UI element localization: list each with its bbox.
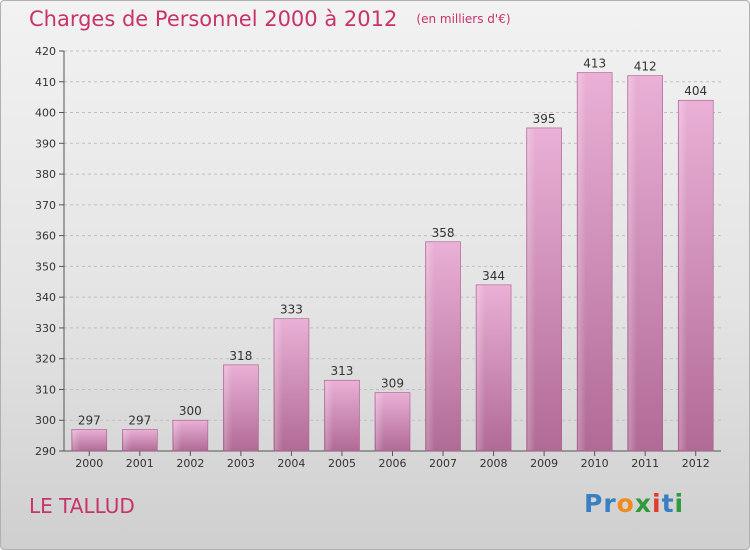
x-tick-label: 2008 bbox=[480, 457, 508, 470]
data-label: 404 bbox=[684, 84, 707, 98]
y-tick-label: 370 bbox=[35, 199, 56, 212]
x-tick-label: 2010 bbox=[581, 457, 609, 470]
title-row: Charges de Personnel 2000 à 2012 (en mil… bbox=[29, 7, 511, 31]
x-tick-label: 2006 bbox=[379, 457, 407, 470]
y-tick-label: 410 bbox=[35, 76, 56, 89]
y-tick-label: 330 bbox=[35, 322, 56, 335]
bar-highlight bbox=[527, 128, 536, 450]
data-label: 412 bbox=[634, 60, 657, 74]
data-label: 300 bbox=[179, 404, 202, 418]
logo-letter: o bbox=[616, 489, 635, 518]
y-tick-label: 310 bbox=[35, 383, 56, 396]
proxiti-logo: Proxiti bbox=[584, 489, 684, 518]
data-label: 333 bbox=[280, 303, 303, 317]
x-tick-label: 2002 bbox=[176, 457, 204, 470]
bar-highlight bbox=[477, 285, 486, 450]
data-label: 413 bbox=[583, 57, 606, 71]
bar-highlight bbox=[426, 242, 435, 450]
bar-highlight bbox=[679, 101, 688, 450]
logo-letter: x bbox=[634, 489, 652, 518]
x-tick-label: 2009 bbox=[530, 457, 558, 470]
gridlines bbox=[64, 50, 721, 452]
y-tick-label: 380 bbox=[35, 168, 56, 181]
commune-name: LE TALLUD bbox=[29, 494, 135, 518]
x-tick-label: 2005 bbox=[328, 457, 356, 470]
logo-letter: t bbox=[661, 489, 675, 518]
y-tick-label: 420 bbox=[35, 45, 56, 58]
chart-title: Charges de Personnel 2000 à 2012 bbox=[29, 7, 398, 31]
data-label: 395 bbox=[533, 112, 556, 126]
bar-highlight bbox=[173, 421, 182, 450]
x-tick-label: 2000 bbox=[75, 457, 103, 470]
data-label: 344 bbox=[482, 269, 505, 283]
bar-highlight bbox=[123, 430, 132, 450]
bar-highlight bbox=[274, 319, 283, 450]
y-tick-label: 340 bbox=[35, 291, 56, 304]
bar-highlight bbox=[376, 393, 384, 450]
x-tick-label: 2003 bbox=[227, 457, 255, 470]
y-tick-label: 390 bbox=[35, 137, 56, 150]
chart-subtitle: (en milliers d'€) bbox=[416, 12, 511, 26]
x-tick-label: 2011 bbox=[631, 457, 659, 470]
data-label: 297 bbox=[78, 413, 101, 427]
x-tick-label: 2001 bbox=[126, 457, 154, 470]
bar-highlight bbox=[224, 365, 233, 450]
logo-letter: P bbox=[584, 489, 604, 518]
data-label: 318 bbox=[229, 349, 252, 363]
y-tick-label: 360 bbox=[35, 230, 56, 243]
labels: 290 300 310 320 330 340 350 360 370 380 390 400 410 4… bbox=[35, 45, 710, 470]
y-tick-label: 400 bbox=[35, 107, 56, 120]
y-tick-label: 290 bbox=[35, 445, 56, 458]
data-label: 313 bbox=[331, 364, 354, 378]
x-tick-label: 2012 bbox=[682, 457, 710, 470]
x-tick-label: 2004 bbox=[277, 457, 305, 470]
y-tick-label: 320 bbox=[35, 353, 56, 366]
bar-highlight bbox=[578, 73, 587, 451]
y-tick-label: 300 bbox=[35, 414, 56, 427]
bars bbox=[71, 72, 714, 452]
logo-letter: i bbox=[674, 489, 685, 518]
logo-letter: r bbox=[603, 489, 617, 518]
bar-highlight bbox=[628, 76, 637, 450]
logo-letter: i bbox=[652, 489, 662, 518]
data-label: 297 bbox=[128, 413, 151, 427]
y-tick-label: 350 bbox=[35, 260, 56, 273]
bar-highlight bbox=[72, 430, 81, 450]
data-label: 358 bbox=[432, 226, 455, 240]
bar-highlight bbox=[325, 381, 334, 450]
x-tick-label: 2007 bbox=[429, 457, 457, 470]
data-label: 309 bbox=[381, 377, 404, 391]
